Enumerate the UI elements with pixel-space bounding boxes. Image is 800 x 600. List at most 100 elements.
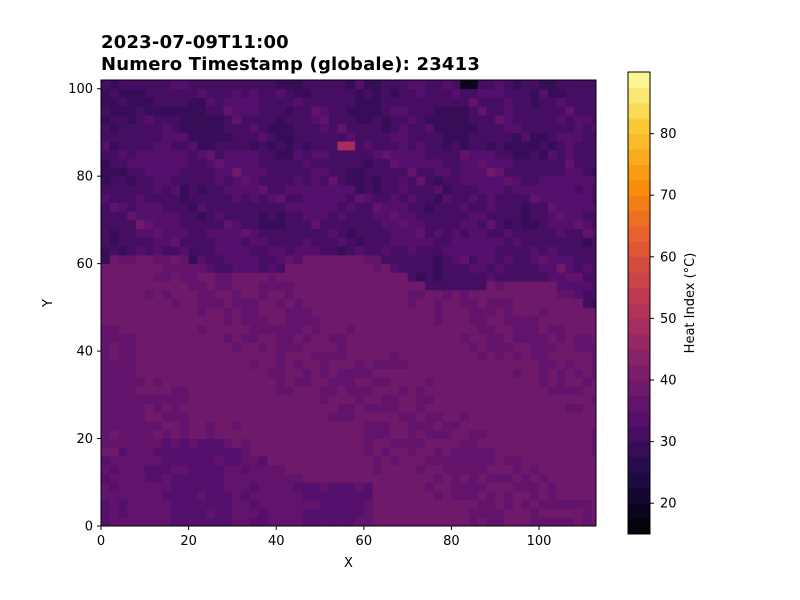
heatmap-cell: [223, 149, 233, 160]
heatmap-cell: [144, 298, 154, 308]
heatmap-cell: [521, 167, 531, 177]
heatmap-cell: [101, 281, 111, 291]
heatmap-cell: [539, 394, 549, 404]
heatmap-cell: [346, 281, 356, 291]
heatmap-cell: [539, 359, 549, 369]
heatmap-cell: [442, 473, 452, 483]
heatmap-cell: [556, 123, 566, 133]
heatmap-cell: [477, 421, 487, 431]
heatmap-cell: [591, 447, 597, 457]
heatmap-cell: [276, 324, 286, 335]
heatmap-cell: [521, 237, 531, 247]
heatmap-cell: [582, 307, 593, 317]
heatmap-cell: [363, 333, 373, 343]
colorbar-segment: [628, 318, 650, 335]
heatmap-cell: [521, 80, 531, 90]
heatmap-cell: [188, 149, 198, 160]
heatmap-cell: [206, 141, 216, 151]
heatmap-cell: [101, 219, 111, 230]
heatmap-cell: [486, 377, 496, 387]
heatmap-cell: [381, 351, 391, 361]
heatmap-cell: [355, 482, 365, 492]
heatmap-cell: [477, 254, 487, 265]
heatmap-cell: [495, 307, 505, 317]
heatmap-cell: [223, 202, 233, 212]
heatmap-cell: [355, 438, 365, 448]
heatmap-cell: [425, 246, 435, 256]
heatmap-cell: [127, 184, 137, 195]
heatmap-cell: [504, 114, 514, 125]
heatmap-cell: [284, 80, 295, 90]
heatmap-cell: [258, 193, 268, 203]
heatmap-cell: [249, 482, 260, 492]
heatmap-cell: [188, 123, 198, 133]
heatmap-cell: [328, 123, 338, 133]
heatmap-cell: [398, 211, 409, 221]
heatmap-cell: [582, 377, 593, 387]
heatmap-cell: [241, 184, 251, 195]
heatmap-cell: [416, 307, 426, 317]
heatmap-cell: [293, 193, 303, 203]
heatmap-cell: [512, 184, 522, 195]
heatmap-cell: [433, 351, 444, 361]
heatmap-cell: [258, 447, 268, 457]
heatmap-cell: [574, 176, 584, 186]
heatmap-cell: [468, 464, 479, 474]
heatmap-cell: [390, 403, 400, 413]
heatmap-cell: [118, 149, 128, 160]
heatmap-cell: [363, 464, 373, 474]
heatmap-cell: [468, 193, 479, 203]
heatmap-cell: [363, 167, 373, 177]
heatmap-cell: [372, 228, 382, 238]
heatmap-cell: [539, 158, 549, 168]
heatmap-cell: [101, 263, 111, 273]
heatmap-cell: [451, 491, 461, 501]
heatmap-cell: [346, 508, 356, 518]
heatmap-cell: [398, 149, 409, 160]
heatmap-cell: [398, 342, 409, 352]
heatmap-cell: [416, 263, 426, 273]
heatmap-cell: [425, 491, 435, 501]
heatmap-cell: [267, 421, 277, 431]
heatmap-cell: [355, 394, 365, 404]
heatmap-cell: [241, 97, 251, 107]
heatmap-cell: [512, 272, 522, 282]
heatmap-cell: [416, 237, 426, 247]
heatmap-cell: [591, 228, 597, 238]
heatmap-cell: [451, 456, 461, 466]
heatmap-cell: [276, 281, 286, 291]
heatmap-cell: [241, 447, 251, 457]
heatmap-cell: [547, 106, 557, 116]
heatmap-cell: [153, 429, 163, 439]
heatmap-cell: [504, 333, 514, 343]
heatmap-cell: [416, 193, 426, 203]
heatmap-cell: [127, 167, 137, 177]
heatmap-cell: [416, 429, 426, 439]
heatmap-cell: [188, 141, 198, 151]
heatmap-cell: [179, 263, 190, 273]
heatmap-cell: [179, 289, 190, 300]
heatmap-cell: [355, 254, 365, 265]
heatmap-cell: [267, 123, 277, 133]
heatmap-cell: [416, 149, 426, 160]
heatmap-cell: [328, 228, 338, 238]
heatmap-cell: [346, 412, 356, 422]
heatmap-cell: [512, 394, 522, 404]
heatmap-cell: [101, 342, 111, 352]
heatmap-cell: [539, 368, 549, 378]
heatmap-cell: [547, 368, 557, 378]
heatmap-cell: [162, 272, 172, 282]
heatmap-cell: [512, 80, 522, 90]
heatmap-cell: [136, 97, 146, 107]
heatmap-cell: [407, 97, 417, 107]
heatmap-cell: [451, 333, 461, 343]
heatmap-cell: [477, 158, 487, 168]
heatmap-cell: [101, 386, 111, 396]
heatmap-cell: [320, 132, 330, 142]
heatmap-cell: [337, 421, 347, 431]
heatmap-cell: [206, 167, 216, 177]
heatmap-cell: [136, 499, 146, 509]
heatmap-cell: [311, 464, 321, 474]
heatmap-cell: [214, 508, 225, 518]
heatmap-cell: [425, 316, 435, 326]
